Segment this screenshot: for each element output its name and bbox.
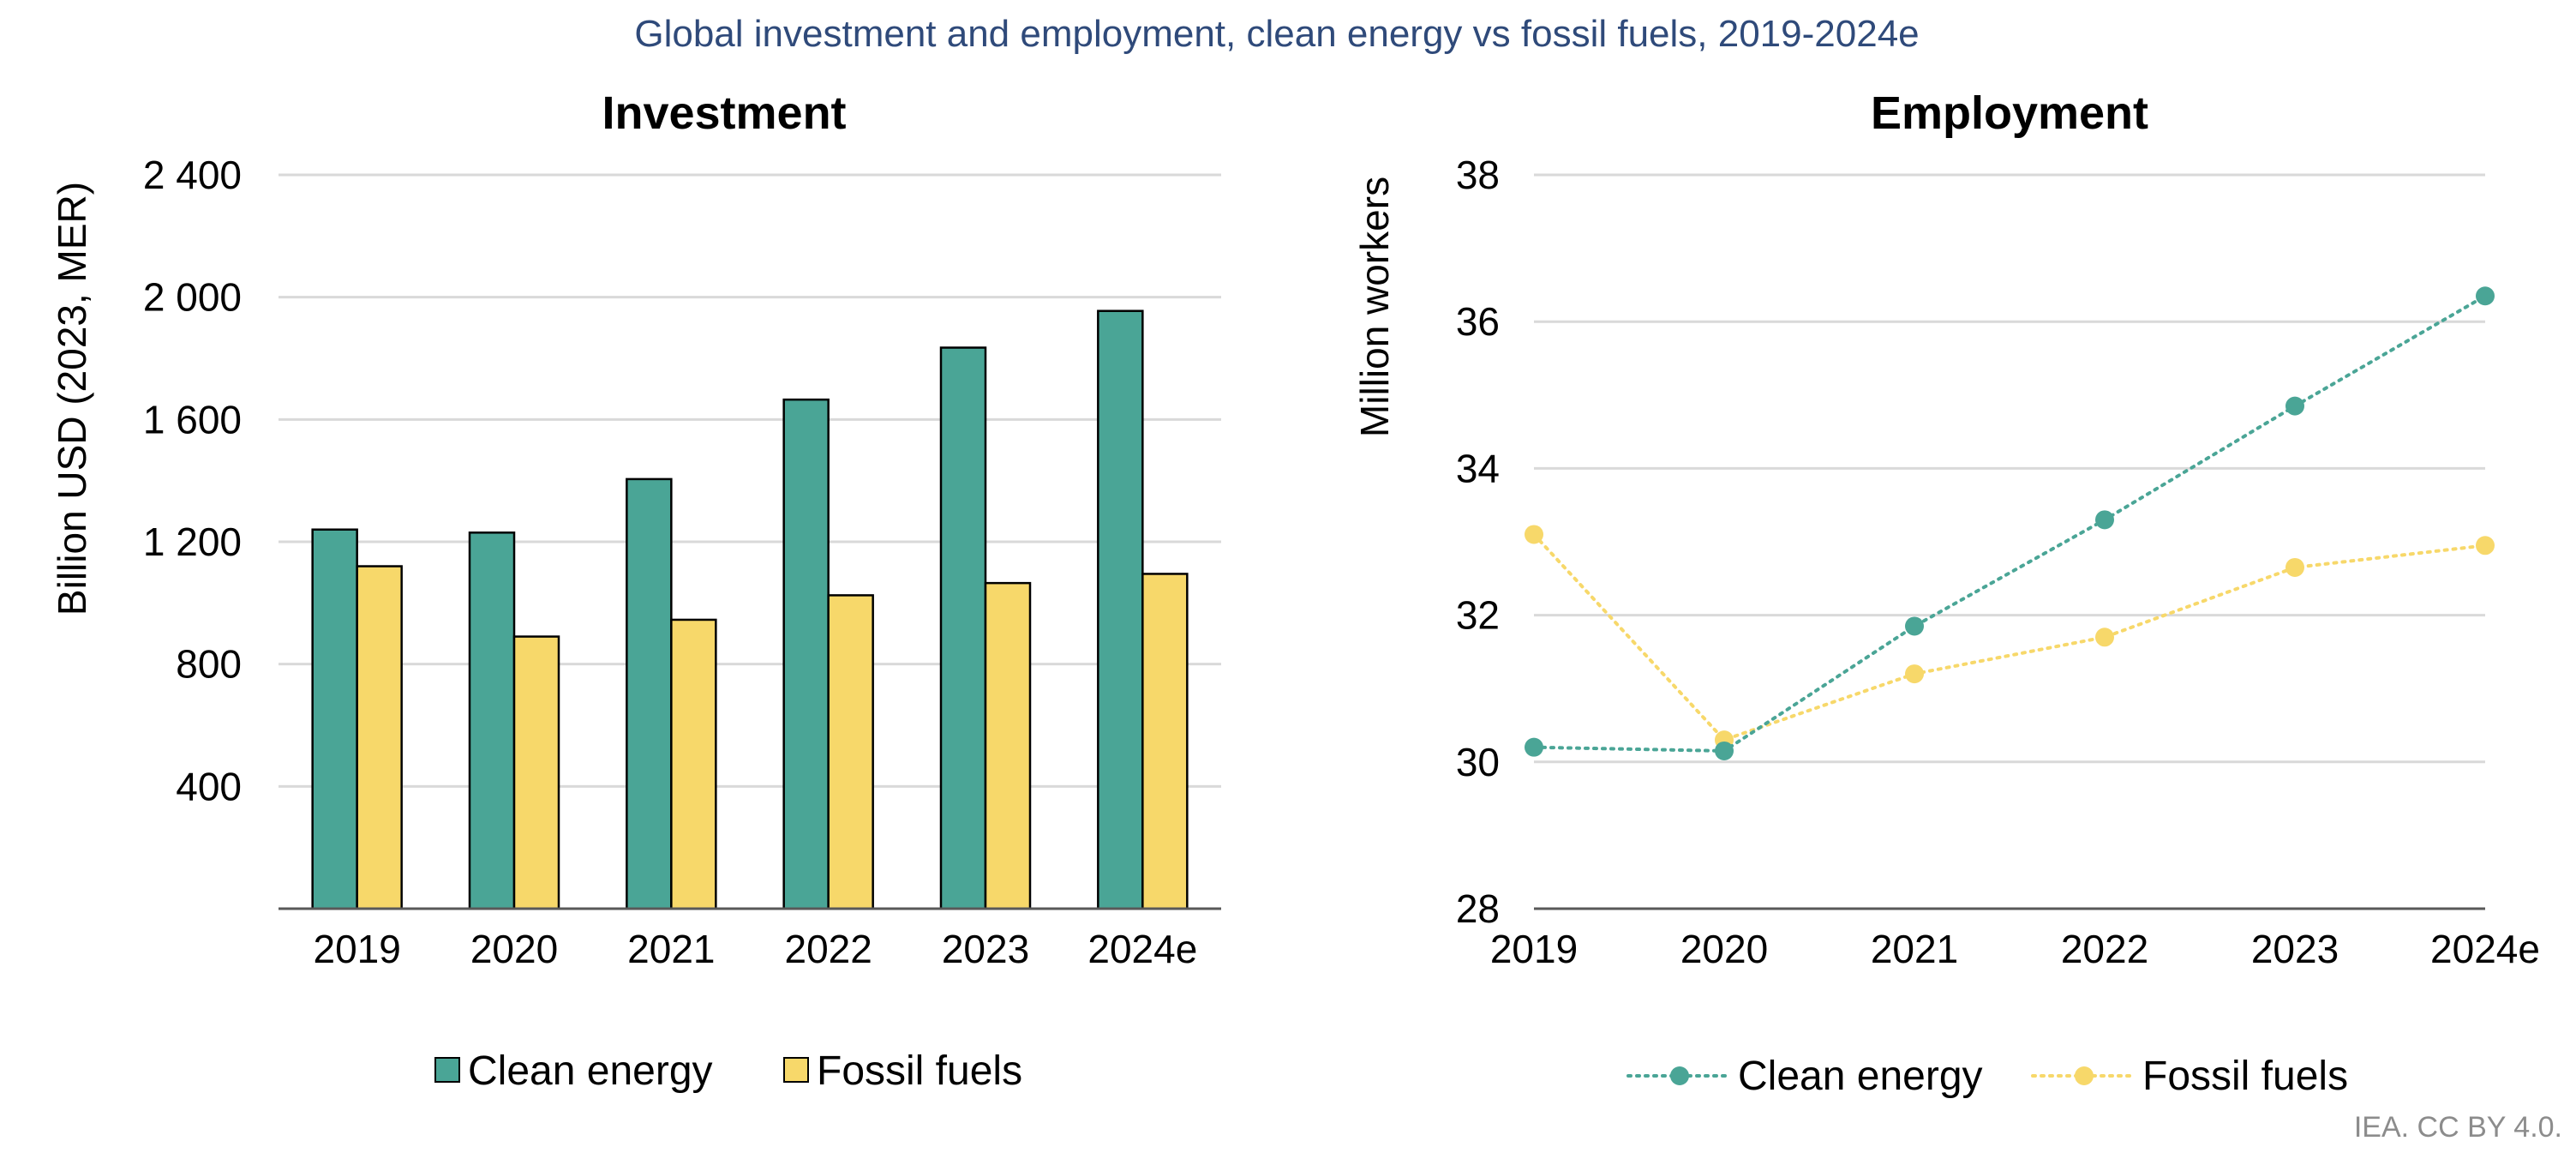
fossil-fuels-line	[1532, 532, 2487, 742]
x-tick-label: 2024e	[1087, 927, 1197, 971]
x-tick-label: 2023	[942, 927, 1029, 971]
y-tick-label: 32	[1456, 593, 1500, 638]
y-tick-label: 38	[1456, 153, 1500, 197]
investment-y-axis-label: Billion USD (2023, MER)	[50, 182, 94, 616]
x-tick-label: 2021	[627, 927, 715, 971]
clean-energy-bar	[311, 528, 358, 910]
x-tick-label: 2019	[1490, 927, 1578, 971]
y-tick-label: 2 400	[143, 153, 242, 197]
clean-energy-point	[2095, 510, 2114, 530]
clean-energy-point	[1905, 616, 1924, 636]
employment-legend: Clean energy Fossil fuels	[1626, 1054, 2348, 1099]
clean-energy-bar	[782, 398, 830, 910]
fossil-fuels-point	[1525, 525, 1543, 544]
employment-y-axis-label: Million workers	[1352, 177, 1397, 437]
clean-energy-bar	[1097, 309, 1144, 910]
legend-marker-fossil-fuels	[2075, 1066, 2094, 1085]
fossil-fuels-point	[1905, 664, 1924, 684]
y-tick-label: 30	[1456, 740, 1500, 784]
x-tick-label: 2019	[313, 927, 400, 971]
fossil-fuels-bar	[1141, 573, 1189, 910]
legend-label-fossil-fuels: Fossil fuels	[817, 1048, 1022, 1094]
fossil-fuels-point	[2095, 628, 2114, 647]
x-tick-label: 2024e	[2430, 927, 2540, 971]
x-tick-label: 2022	[2061, 927, 2148, 971]
y-tick-label: 2 000	[143, 275, 242, 320]
legend-swatch-fossil-fuels	[783, 1057, 809, 1083]
figure-title: Global investment and employment, clean …	[634, 13, 1919, 55]
legend-label-fossil-fuels: Fossil fuels	[2142, 1054, 2348, 1099]
legend-swatch-clean-energy	[434, 1057, 460, 1083]
investment-title: Investment	[602, 87, 846, 139]
clean-energy-bar	[626, 477, 673, 910]
fossil-fuels-bar	[670, 618, 717, 910]
clean-energy-bar	[939, 346, 987, 910]
y-tick-label: 1 600	[143, 397, 242, 441]
x-tick-label: 2020	[1680, 927, 1768, 971]
fossil-fuels-point	[2285, 557, 2304, 577]
clean-energy-bars	[311, 309, 1144, 910]
fossil-fuels-bar	[827, 594, 874, 910]
fossil-fuels-bar	[512, 635, 560, 910]
employment-title: Employment	[1871, 87, 2148, 139]
clean-energy-point	[1525, 737, 1543, 757]
investment-chart: Investment Billion USD (2023, MER) 400 80…	[50, 87, 1221, 1094]
fossil-fuels-bar	[984, 581, 1032, 910]
investment-gridlines	[279, 173, 1221, 788]
x-tick-label: 2022	[784, 927, 872, 971]
legend-marker-clean-energy	[1670, 1066, 1689, 1085]
y-tick-label: 36	[1456, 299, 1500, 344]
clean-energy-point	[2285, 396, 2304, 416]
legend-label-clean-energy: Clean energy	[468, 1048, 713, 1094]
employment-gridlines	[1534, 173, 2485, 764]
x-tick-label: 2023	[2251, 927, 2339, 971]
y-tick-label: 28	[1456, 886, 1500, 931]
y-tick-label: 400	[176, 764, 242, 808]
fossil-fuels-series	[1525, 525, 2495, 750]
fossil-fuels-bars	[356, 565, 1189, 910]
fossil-fuels-bar	[356, 565, 403, 910]
y-tick-label: 800	[176, 642, 242, 687]
y-tick-label: 34	[1456, 446, 1500, 490]
y-tick-label: 1 200	[143, 519, 242, 564]
employment-chart: Employment Million workers 28 30 32 34 36 38 2…	[1352, 87, 2540, 1099]
legend-label-clean-energy: Clean energy	[1738, 1054, 1983, 1099]
clean-energy-series	[1525, 286, 2495, 760]
investment-legend: Clean energy Fossil fuels	[434, 1048, 1022, 1094]
fossil-fuels-point	[2476, 536, 2495, 555]
credit-text: IEA. CC BY 4.0.	[2354, 1111, 2562, 1144]
clean-energy-line	[1532, 294, 2487, 753]
x-tick-label: 2020	[470, 927, 558, 971]
x-tick-label: 2021	[1871, 927, 1958, 971]
clean-energy-bar	[468, 531, 516, 910]
clean-energy-point	[2476, 286, 2495, 306]
clean-energy-point	[1715, 741, 1734, 760]
